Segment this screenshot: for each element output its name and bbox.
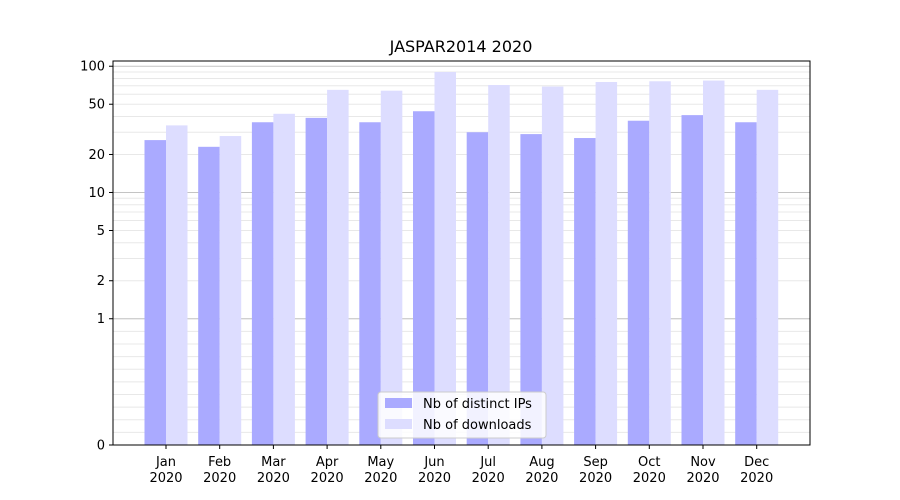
x-tick-month: Oct — [638, 455, 660, 470]
x-tick-month: Jun — [423, 455, 444, 470]
x-tick-year: 2020 — [149, 471, 182, 486]
legend-label: Nb of downloads — [423, 418, 532, 433]
x-tick-label: Apr 2020 — [311, 455, 344, 486]
bar-distinct-ips — [198, 146, 220, 445]
x-tick-month: Jul — [479, 455, 496, 470]
x-tick-label: Nov 2020 — [686, 455, 719, 486]
x-tick-month: Mar — [261, 455, 286, 470]
x-tick-month: Feb — [208, 455, 231, 470]
x-tick-label: Feb 2020 — [203, 455, 236, 486]
bar-downloads — [488, 85, 510, 445]
x-tick-label: May 2020 — [364, 455, 397, 486]
bar-downloads — [327, 89, 349, 445]
bar-downloads — [219, 136, 242, 445]
x-tick-year: 2020 — [579, 471, 612, 486]
x-tick-month: May — [367, 455, 394, 470]
legend-swatch — [385, 398, 412, 408]
x-tick-year: 2020 — [311, 471, 344, 486]
x-tick-month: Sep — [583, 455, 608, 470]
bar-downloads — [166, 125, 188, 445]
bar-downloads — [649, 81, 671, 446]
y-tick-label: 2 — [97, 274, 105, 289]
x-tick-year: 2020 — [633, 471, 666, 486]
x-tick-label: Jul 2020 — [472, 455, 505, 486]
y-tick-label: 5 — [97, 224, 105, 239]
x-tick-year: 2020 — [472, 471, 505, 486]
plot-frame — [112, 60, 811, 446]
x-tick-year: 2020 — [686, 471, 719, 486]
x-tick-month: Nov — [690, 455, 716, 470]
bar-distinct-ips — [681, 115, 703, 446]
legend: Nb of distinct IPs Nb of downloads — [377, 391, 547, 439]
x-tick-year: 2020 — [740, 471, 773, 486]
bar-downloads — [756, 89, 779, 445]
x-tick-year: 2020 — [203, 471, 236, 486]
x-tick-label: Oct 2020 — [633, 455, 666, 486]
x-tick-label: Dec 2020 — [740, 455, 773, 486]
bar-downloads — [434, 72, 456, 445]
chart-title: JASPAR2014 2020 — [389, 37, 533, 56]
x-tick-year: 2020 — [257, 471, 290, 486]
x-tick-month: Dec — [744, 455, 769, 470]
y-axis: 0 1 2 5 10 20 50 100 — [80, 60, 113, 454]
legend-label: Nb of distinct IPs — [423, 397, 532, 412]
bar-distinct-ips — [413, 111, 435, 446]
y-tick-label: 20 — [88, 148, 105, 163]
bar-distinct-ips — [251, 122, 274, 445]
x-tick-label: Jan 2020 — [149, 455, 182, 486]
y-tick-label: 1 — [97, 312, 105, 327]
x-tick-month: Jan — [155, 455, 176, 470]
bar-distinct-ips — [735, 122, 757, 445]
x-tick-label: Sep 2020 — [579, 455, 612, 486]
x-tick-year: 2020 — [525, 471, 558, 486]
x-tick-label: Mar 2020 — [257, 455, 290, 486]
bar-downloads — [273, 113, 295, 445]
bar-distinct-ips — [359, 122, 381, 445]
bar-distinct-ips — [627, 120, 650, 446]
y-tick-label: 10 — [88, 186, 105, 201]
legend-box — [377, 391, 547, 439]
bar-distinct-ips — [520, 134, 542, 445]
x-tick-year: 2020 — [418, 471, 451, 486]
y-tick-label: 0 — [97, 439, 105, 454]
bar-distinct-ips — [305, 117, 328, 446]
bar-downloads — [380, 90, 403, 445]
bar-downloads — [541, 86, 564, 445]
x-tick-label: Jun 2020 — [418, 455, 451, 486]
bar-downloads — [595, 82, 618, 445]
bar-distinct-ips — [144, 140, 166, 445]
y-tick-label: 50 — [88, 98, 105, 113]
bar-distinct-ips — [466, 132, 489, 446]
x-tick-label: Aug 2020 — [525, 455, 558, 486]
x-tick-month: Apr — [316, 455, 339, 470]
bar-downloads — [703, 80, 725, 445]
bars-layer — [144, 72, 779, 446]
bar-distinct-ips — [574, 138, 596, 445]
y-tick-label: 100 — [80, 60, 105, 75]
x-tick-year: 2020 — [364, 471, 397, 486]
legend-swatch — [385, 419, 412, 429]
x-tick-month: Aug — [529, 455, 554, 470]
